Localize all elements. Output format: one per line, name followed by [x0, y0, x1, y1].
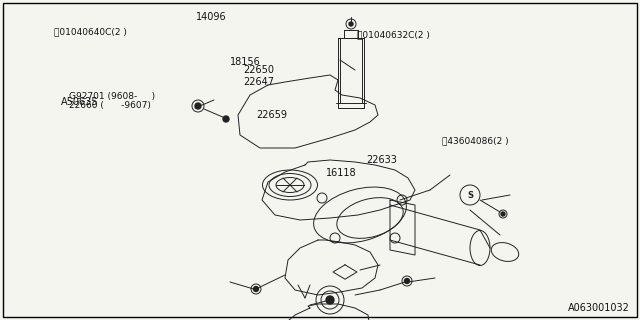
Text: A50635: A50635: [61, 97, 99, 108]
Circle shape: [349, 22, 353, 26]
Text: 22647: 22647: [243, 76, 274, 87]
Text: 14096: 14096: [196, 12, 227, 22]
Circle shape: [195, 103, 201, 109]
Text: G92701 (9608-     ): G92701 (9608- ): [69, 92, 156, 100]
Circle shape: [223, 116, 229, 122]
Text: ⒲01040640C(2 ): ⒲01040640C(2 ): [54, 27, 127, 36]
Text: Ⓝ43604086(2 ): Ⓝ43604086(2 ): [442, 136, 508, 145]
Circle shape: [326, 296, 334, 304]
Text: A063001032: A063001032: [568, 303, 630, 313]
Text: S: S: [467, 190, 473, 199]
Text: 22633: 22633: [366, 155, 397, 165]
Text: ⒲01040632C(2 ): ⒲01040632C(2 ): [357, 31, 430, 40]
Circle shape: [501, 212, 505, 216]
Text: 22660 (      -9607): 22660 ( -9607): [69, 101, 151, 110]
Text: 22659: 22659: [256, 110, 287, 120]
Text: 22650: 22650: [243, 65, 274, 76]
Circle shape: [253, 286, 259, 292]
Circle shape: [404, 278, 410, 284]
Text: 16118: 16118: [326, 168, 357, 178]
Text: 18156: 18156: [230, 57, 261, 68]
